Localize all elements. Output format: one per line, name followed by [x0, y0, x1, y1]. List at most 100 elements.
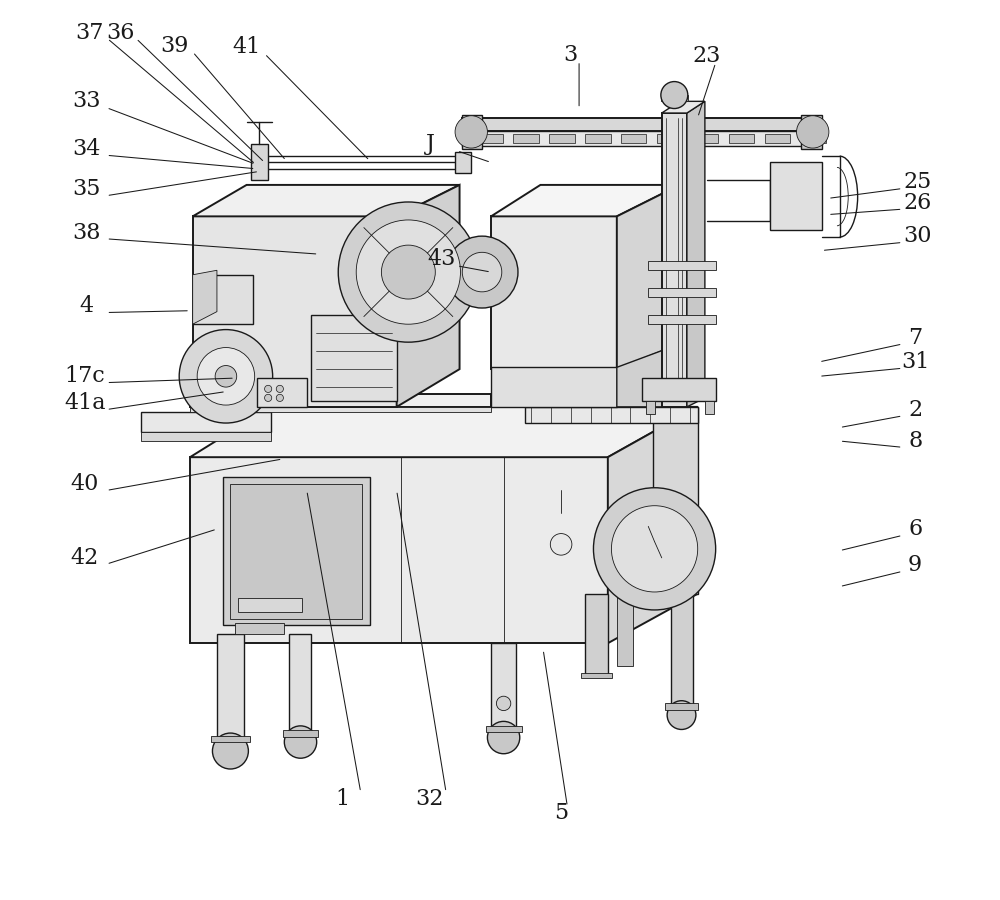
Circle shape — [276, 385, 283, 392]
Circle shape — [284, 726, 317, 758]
Polygon shape — [608, 407, 698, 644]
Polygon shape — [671, 594, 693, 706]
Text: 4: 4 — [80, 295, 94, 317]
Text: 2: 2 — [908, 399, 922, 420]
Polygon shape — [230, 484, 362, 619]
Text: 38: 38 — [72, 221, 101, 244]
Circle shape — [462, 252, 502, 292]
Text: 9: 9 — [908, 554, 922, 576]
Text: 33: 33 — [72, 90, 101, 112]
Circle shape — [455, 116, 487, 148]
Text: 37: 37 — [75, 22, 104, 44]
Circle shape — [667, 701, 696, 730]
Text: 1: 1 — [336, 788, 350, 810]
Polygon shape — [693, 134, 718, 143]
Text: 36: 36 — [107, 22, 135, 44]
Polygon shape — [648, 261, 716, 270]
Text: 30: 30 — [904, 225, 932, 248]
Polygon shape — [653, 407, 698, 594]
Polygon shape — [193, 216, 397, 407]
Polygon shape — [397, 184, 460, 407]
Polygon shape — [648, 288, 716, 297]
Circle shape — [265, 385, 272, 392]
Polygon shape — [617, 184, 680, 369]
Text: 34: 34 — [72, 138, 101, 160]
Polygon shape — [190, 394, 491, 407]
Text: 40: 40 — [71, 473, 99, 495]
Polygon shape — [585, 594, 608, 675]
Text: 6: 6 — [908, 518, 922, 540]
Polygon shape — [687, 102, 705, 407]
Polygon shape — [190, 457, 608, 644]
Polygon shape — [238, 598, 302, 612]
Polygon shape — [646, 400, 655, 414]
Text: 7: 7 — [908, 327, 922, 348]
Circle shape — [496, 697, 511, 711]
Circle shape — [265, 394, 272, 401]
Polygon shape — [190, 407, 698, 457]
Polygon shape — [491, 367, 617, 407]
Text: 5: 5 — [554, 802, 568, 824]
Polygon shape — [642, 378, 716, 400]
Polygon shape — [491, 184, 680, 216]
Polygon shape — [770, 162, 822, 230]
Polygon shape — [617, 344, 680, 407]
Text: 17c: 17c — [64, 365, 105, 387]
Polygon shape — [478, 134, 503, 143]
Polygon shape — [251, 145, 268, 180]
Text: 32: 32 — [416, 788, 444, 810]
Polygon shape — [462, 115, 482, 149]
Text: 3: 3 — [563, 43, 577, 66]
Circle shape — [338, 202, 478, 342]
Polygon shape — [801, 134, 826, 143]
Circle shape — [487, 722, 520, 753]
Circle shape — [593, 488, 716, 610]
Text: 26: 26 — [904, 192, 932, 214]
Polygon shape — [705, 400, 714, 414]
Text: 41: 41 — [232, 36, 261, 58]
Circle shape — [215, 365, 237, 387]
Circle shape — [381, 245, 435, 299]
Text: 41a: 41a — [64, 392, 106, 414]
Polygon shape — [283, 731, 318, 737]
Polygon shape — [765, 134, 790, 143]
Circle shape — [212, 734, 248, 769]
Polygon shape — [662, 113, 687, 407]
Circle shape — [356, 220, 460, 324]
Polygon shape — [289, 634, 311, 734]
Text: 42: 42 — [71, 547, 99, 569]
Polygon shape — [193, 184, 460, 216]
Circle shape — [276, 394, 283, 401]
Text: 25: 25 — [904, 171, 932, 194]
Polygon shape — [525, 407, 698, 423]
Text: 39: 39 — [161, 34, 189, 57]
Polygon shape — [462, 118, 819, 131]
Polygon shape — [513, 134, 539, 143]
Polygon shape — [729, 134, 754, 143]
Polygon shape — [462, 131, 819, 147]
Polygon shape — [193, 270, 217, 324]
Polygon shape — [257, 378, 307, 407]
Polygon shape — [491, 644, 516, 729]
Polygon shape — [549, 134, 575, 143]
Circle shape — [611, 506, 698, 592]
Polygon shape — [223, 477, 370, 626]
Text: 35: 35 — [72, 178, 101, 201]
Polygon shape — [621, 134, 646, 143]
Circle shape — [661, 82, 688, 109]
Polygon shape — [662, 102, 705, 113]
Polygon shape — [460, 256, 509, 288]
Polygon shape — [217, 634, 244, 742]
Polygon shape — [455, 152, 471, 173]
Polygon shape — [665, 704, 698, 710]
Polygon shape — [585, 134, 611, 143]
Polygon shape — [311, 315, 397, 400]
Circle shape — [797, 116, 829, 148]
Polygon shape — [648, 315, 716, 324]
Text: 23: 23 — [692, 45, 721, 68]
Text: J: J — [425, 133, 434, 156]
Polygon shape — [141, 412, 271, 432]
Polygon shape — [211, 736, 250, 742]
Polygon shape — [581, 673, 612, 679]
Polygon shape — [190, 407, 491, 412]
